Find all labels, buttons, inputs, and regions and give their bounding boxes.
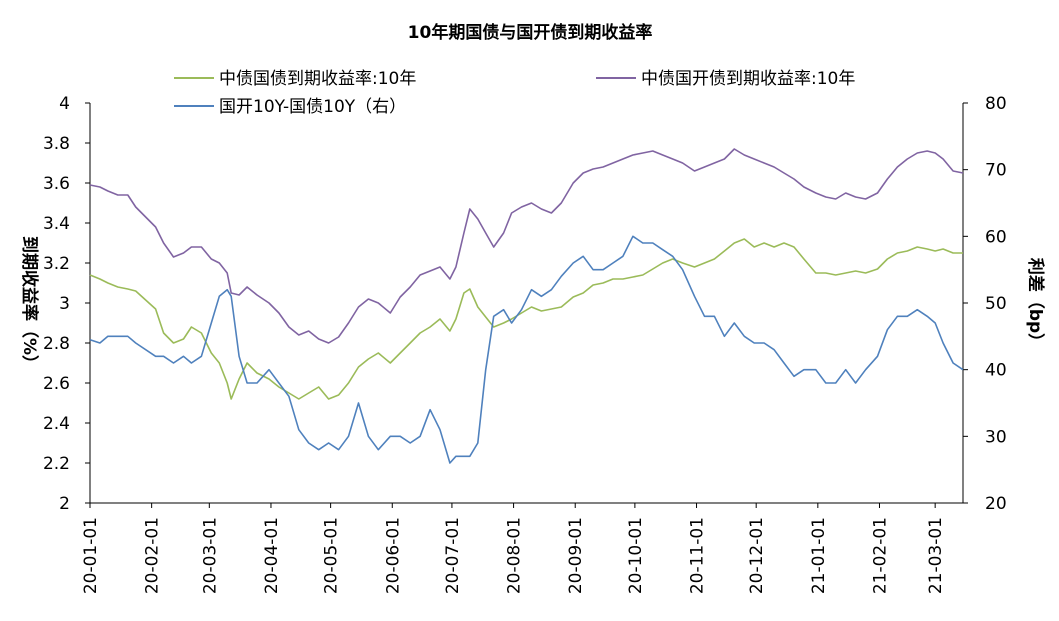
chart-title: 10年期国债与国开债到期收益率 <box>408 22 653 43</box>
legend-label-spread: 国开10Y-国债10Y（右） <box>219 97 406 117</box>
left-tick-label: 2.4 <box>43 414 70 434</box>
right-tick-label: 20 <box>985 494 1007 514</box>
right-tick-label: 50 <box>985 294 1007 314</box>
right-tick-label: 40 <box>985 361 1007 381</box>
left-tick-label: 3.8 <box>43 134 70 154</box>
legend-label-cgb: 中债国债到期收益率:10年 <box>219 69 416 89</box>
series-line-1 <box>89 148 964 344</box>
left-tick-label: 3.6 <box>43 174 70 194</box>
x-tick-label: 20-12-01 <box>747 517 767 594</box>
x-tick-label: 20-09-01 <box>566 517 586 594</box>
legend-label-cdb: 中债国开债到期收益率:10年 <box>641 69 855 89</box>
right-tick-label: 60 <box>985 227 1007 247</box>
x-tick-label: 20-04-01 <box>262 517 282 594</box>
series-line-2 <box>89 235 964 464</box>
left-tick-label: 3 <box>59 294 70 314</box>
right-tick-label: 70 <box>985 161 1007 181</box>
left-tick-label: 3.2 <box>43 254 70 274</box>
x-tick-label: 20-07-01 <box>443 517 463 594</box>
left-axis-title: 到期收益率（%） <box>19 236 40 372</box>
x-tick-label: 20-08-01 <box>505 517 525 594</box>
right-tick-label: 80 <box>985 94 1007 114</box>
x-tick-label: 20-02-01 <box>143 517 163 594</box>
right-tick-label: 30 <box>985 427 1007 447</box>
right-axis-title: 利差（bp） <box>1025 258 1046 350</box>
x-tick-label: 20-03-01 <box>200 517 220 594</box>
left-tick-label: 2 <box>59 494 70 514</box>
left-tick-label: 3.4 <box>43 214 70 234</box>
x-tick-label: 20-11-01 <box>688 517 708 594</box>
plot-area <box>89 148 964 464</box>
left-tick-label: 2.8 <box>43 334 70 354</box>
x-tick-label: 20-06-01 <box>383 517 403 594</box>
left-tick-label: 4 <box>59 94 70 114</box>
x-tick-label: 21-01-01 <box>809 517 829 594</box>
left-tick-label: 2.2 <box>43 454 70 474</box>
x-tick-label: 20-10-01 <box>626 517 646 594</box>
x-tick-label: 20-01-01 <box>81 517 101 594</box>
series-line-0 <box>89 238 963 400</box>
x-tick-label: 21-02-01 <box>870 517 890 594</box>
left-tick-label: 2.6 <box>43 374 70 394</box>
x-tick-label: 21-03-01 <box>926 517 946 594</box>
x-tick-label: 20-05-01 <box>322 517 342 594</box>
axes: 2 2.2 2.4 2.6 2.8 3 3.2 3.4 3.6 3.8 4 20 30 40 50 60 70 8… <box>43 94 1007 594</box>
legend: 中债国债到期收益率:10年 中债国开债到期收益率:10年 国开10Y-国债10Y… <box>174 69 855 117</box>
